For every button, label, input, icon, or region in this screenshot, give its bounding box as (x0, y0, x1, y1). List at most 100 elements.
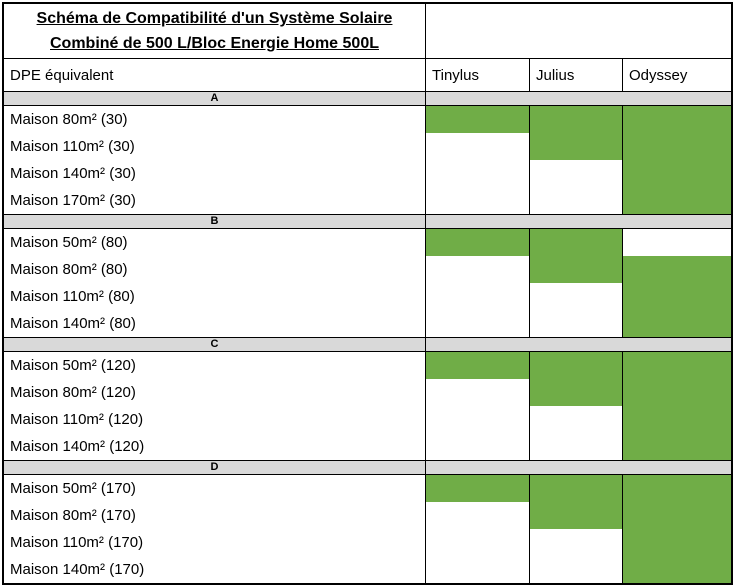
compat-cell-odyssey (623, 160, 731, 187)
compat-cell-odyssey (623, 106, 731, 133)
section-band-right (425, 215, 731, 228)
compat-cell-tinylus (426, 283, 529, 310)
section-body-B: Maison 50m² (80) Maison 80m² (80) Maison 1… (4, 229, 731, 338)
compat-cell-tinylus (426, 529, 529, 556)
compat-cell-odyssey (623, 310, 731, 337)
compat-col-tinylus (425, 229, 529, 337)
row-label: Maison 50m² (120) (10, 357, 136, 374)
compat-cell-odyssey (623, 283, 731, 310)
section-letter-B: B (210, 215, 219, 227)
row-label: Maison 80m² (170) (10, 507, 136, 524)
compat-cell-julius (530, 106, 622, 133)
compat-cell-julius (530, 310, 622, 337)
title-empty-cell (425, 4, 731, 58)
row-labels-D: Maison 50m² (170) Maison 80m² (170) Maison… (4, 475, 425, 583)
section-body-D: Maison 50m² (170) Maison 80m² (170) Maison… (4, 475, 731, 583)
compat-cell-julius (530, 256, 622, 283)
compat-col-julius (529, 475, 622, 583)
row-label: Maison 50m² (80) (10, 234, 128, 251)
compat-cell-tinylus (426, 502, 529, 529)
section-body-C: Maison 50m² (120) Maison 80m² (120) Maison… (4, 352, 731, 461)
compat-cell-tinylus (426, 433, 529, 460)
row-labels-A: Maison 80m² (30) Maison 110m² (30) Maison … (4, 106, 425, 214)
section-band-C: C (4, 338, 731, 352)
row-label: Maison 80m² (120) (10, 384, 136, 401)
column-header-odyssey: Odyssey (622, 59, 731, 91)
compat-col-julius (529, 352, 622, 460)
compat-cell-julius (530, 160, 622, 187)
compat-cell-tinylus (426, 256, 529, 283)
compat-cell-julius (530, 475, 622, 502)
compat-cell-odyssey (623, 229, 731, 256)
row-labels-B: Maison 50m² (80) Maison 80m² (80) Maison 1… (4, 229, 425, 337)
section-band-right (425, 461, 731, 474)
compat-cell-tinylus (426, 475, 529, 502)
row-labels-C: Maison 50m² (120) Maison 80m² (120) Maison… (4, 352, 425, 460)
compat-cell-julius (530, 229, 622, 256)
compat-cell-odyssey (623, 556, 731, 583)
row-label: Maison 110m² (170) (10, 534, 144, 551)
compat-cell-julius (530, 433, 622, 460)
title-row: Schéma de Compatibilité d'un Système Sol… (4, 4, 731, 59)
compat-col-julius (529, 229, 622, 337)
compat-col-julius (529, 106, 622, 214)
section-body-A: Maison 80m² (30) Maison 110m² (30) Maison … (4, 106, 731, 215)
compat-cell-julius (530, 406, 622, 433)
compat-cell-tinylus (426, 379, 529, 406)
compat-cell-julius (530, 379, 622, 406)
compat-cell-tinylus (426, 352, 529, 379)
compat-cell-tinylus (426, 229, 529, 256)
row-label: Maison 170m² (30) (10, 192, 136, 209)
compat-cell-tinylus (426, 133, 529, 160)
compat-cell-odyssey (623, 433, 731, 460)
section-band-right (425, 92, 731, 105)
compat-cell-julius (530, 529, 622, 556)
section-letter-C: C (210, 338, 219, 350)
compat-cell-tinylus (426, 160, 529, 187)
row-label: Maison 80m² (30) (10, 111, 128, 128)
compat-cell-odyssey (623, 187, 731, 214)
column-header-julius: Julius (529, 59, 622, 91)
compat-cell-tinylus (426, 556, 529, 583)
compat-col-tinylus (425, 475, 529, 583)
row-label: Maison 80m² (80) (10, 261, 128, 278)
compat-cell-odyssey (623, 133, 731, 160)
column-header-row: DPE équivalent Tinylus Julius Odyssey (4, 59, 731, 92)
table-title: Schéma de Compatibilité d'un Système Sol… (4, 4, 425, 58)
compat-cell-tinylus (426, 106, 529, 133)
compat-col-odyssey (622, 229, 731, 337)
section-band-A: A (4, 92, 731, 106)
compat-cell-tinylus (426, 310, 529, 337)
sections-container: A Maison 80m² (30) Maison 110m² (30) Maison… (4, 92, 731, 583)
compat-cell-julius (530, 283, 622, 310)
section-band-D: D (4, 461, 731, 475)
compat-cell-julius (530, 133, 622, 160)
row-label: Maison 140m² (170) (10, 561, 145, 578)
row-label: Maison 110m² (80) (10, 288, 135, 305)
compat-cell-tinylus (426, 187, 529, 214)
compat-cell-odyssey (623, 256, 731, 283)
compat-cell-odyssey (623, 475, 731, 502)
compat-cell-tinylus (426, 406, 529, 433)
compat-cell-odyssey (623, 352, 731, 379)
compat-cell-odyssey (623, 529, 731, 556)
compat-col-odyssey (622, 352, 731, 460)
section-letter-D: D (210, 461, 219, 473)
row-label: Maison 110m² (30) (10, 138, 135, 155)
compat-cell-odyssey (623, 502, 731, 529)
row-label: Maison 110m² (120) (10, 411, 144, 428)
title-line-2: Combiné de 500 L/Bloc Energie Home 500L (50, 35, 379, 52)
section-band-B: B (4, 215, 731, 229)
compat-col-tinylus (425, 106, 529, 214)
compat-cell-julius (530, 352, 622, 379)
row-label: Maison 140m² (30) (10, 165, 136, 182)
compat-col-odyssey (622, 475, 731, 583)
section-band-right (425, 338, 731, 351)
title-line-1: Schéma de Compatibilité d'un Système Sol… (36, 10, 393, 27)
compat-col-odyssey (622, 106, 731, 214)
compat-col-tinylus (425, 352, 529, 460)
section-letter-A: A (210, 92, 219, 104)
row-label: Maison 50m² (170) (10, 480, 136, 497)
compat-cell-odyssey (623, 379, 731, 406)
